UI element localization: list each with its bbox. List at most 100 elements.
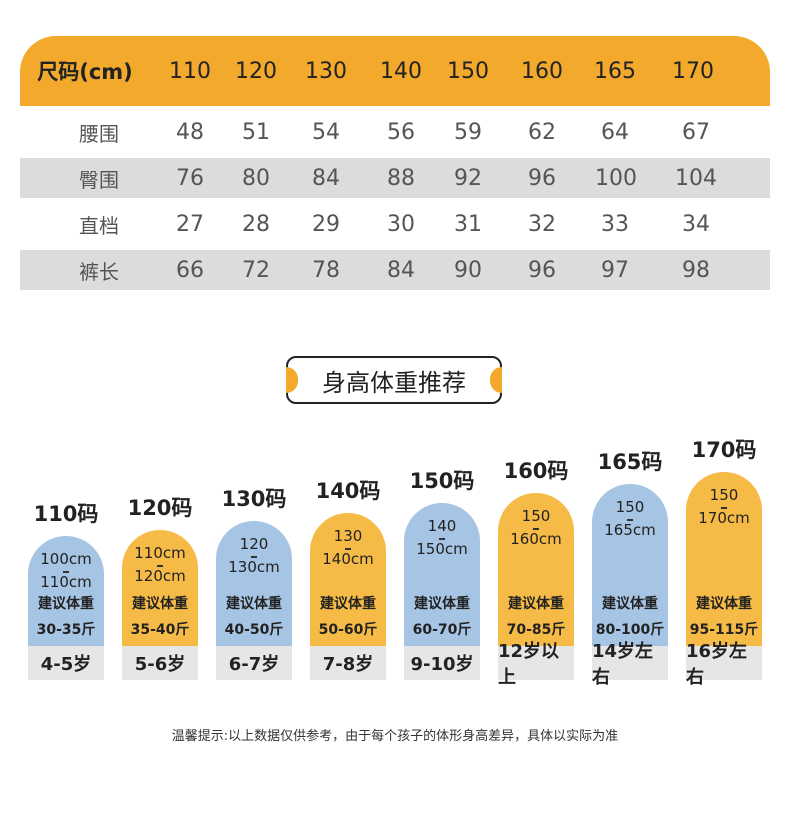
table-cell: 80 [242,165,270,191]
range-dash [63,571,69,573]
table-cell: 62 [528,119,556,145]
table-cell: 92 [454,165,482,191]
header-size: 165 [594,58,636,84]
height-from: 110cm [134,544,186,562]
table-cell: 30 [387,211,415,237]
table-row: 直档 27 28 29 30 31 32 33 34 [20,204,770,244]
table-cell: 56 [387,119,415,145]
table-cell: 76 [176,165,204,191]
table-cell: 34 [682,211,710,237]
table-cell: 88 [387,165,415,191]
weight-label: 建议体重 [226,596,282,612]
table-cell: 90 [454,257,482,283]
height-from: 150 [615,498,645,516]
header-size: 160 [521,58,563,84]
title-right-cap [490,367,502,393]
row-label: 直档 [79,213,119,238]
weight-value: 95-115斤 [689,622,759,638]
table-cell: 84 [387,257,415,283]
weight-value: 30-35斤 [36,622,96,638]
header-size: 140 [380,58,422,84]
weight-label: 建议体重 [38,596,94,612]
range-dash [533,528,539,530]
recommendation-title: 身高体重推荐 [322,368,466,397]
row-label: 裤长 [79,259,119,284]
header-size: 120 [235,58,277,84]
weight-value: 40-50斤 [224,622,284,638]
height-pill: 110cm 120cm 建议体重 35-40斤 [122,530,198,646]
height-to: 140cm [322,550,374,568]
weight-value: 50-60斤 [318,622,378,638]
weight-label: 建议体重 [508,596,564,612]
age-badge: 12岁以上 [498,641,574,688]
table-cell: 98 [682,257,710,283]
weight-label: 建议体重 [696,596,752,612]
recommendation-title-box: 身高体重推荐 [286,356,502,404]
range-dash [251,556,257,558]
title-left-cap [286,367,298,393]
size-table-header: 尺码(cm) 110 120 130 140 150 160 165 170 [20,36,770,106]
header-size: 110 [169,58,211,84]
table-cell: 59 [454,119,482,145]
row-label: 臀围 [79,167,119,192]
table-cell: 66 [176,257,204,283]
table-cell: 78 [312,257,340,283]
table-cell: 84 [312,165,340,191]
height-to: 165cm [604,521,656,539]
size-label: 165码 [597,450,663,474]
height-to: 110cm [40,573,92,591]
table-cell: 72 [242,257,270,283]
table-cell: 28 [242,211,270,237]
table-cell: 96 [528,257,556,283]
height-pill: 130 140cm 建议体重 50-60斤 [310,513,386,646]
age-badge: 9-10岁 [404,646,480,680]
age-badge: 14岁左右 [592,641,668,688]
weight-label: 建议体重 [320,596,376,612]
age-badge: 7-8岁 [310,646,386,680]
header-size: 150 [447,58,489,84]
height-pill: 150 170cm 建议体重 95-115斤 [686,472,762,646]
age-badge: 5-6岁 [122,646,198,680]
height-to: 170cm [698,509,750,527]
header-label: 尺码(cm) [37,60,133,84]
range-dash [439,538,445,540]
size-label: 120码 [127,496,193,520]
height-from: 100cm [40,550,92,568]
header-size: 130 [305,58,347,84]
height-from: 140 [427,517,457,535]
row-label: 腰围 [79,121,119,146]
size-label: 130码 [221,487,287,511]
table-cell: 100 [595,165,637,191]
weight-value: 70-85斤 [506,622,566,638]
table-cell: 48 [176,119,204,145]
height-from: 120 [239,535,269,553]
table-cell: 31 [454,211,482,237]
weight-value: 35-40斤 [130,622,190,638]
table-cell: 64 [601,119,629,145]
table-cell: 104 [675,165,717,191]
table-cell: 54 [312,119,340,145]
table-cell: 29 [312,211,340,237]
header-size: 170 [672,58,714,84]
range-dash [627,519,633,521]
range-dash [345,548,351,550]
table-cell: 27 [176,211,204,237]
age-badge: 16岁左右 [686,641,762,688]
table-cell: 32 [528,211,556,237]
height-to: 130cm [228,558,280,576]
height-from: 150 [709,486,739,504]
height-pill: 150 160cm 建议体重 70-85斤 [498,493,574,646]
table-cell: 67 [682,119,710,145]
height-from: 130 [333,527,363,545]
size-label: 170码 [691,438,757,462]
weight-value: 80-100斤 [595,622,665,638]
height-pill: 140 150cm 建议体重 60-70斤 [404,503,480,646]
height-from: 150 [521,507,551,525]
height-to: 150cm [416,540,468,558]
size-table: 尺码(cm) 110 120 130 140 150 160 165 170 腰… [20,36,770,290]
age-badge: 6-7岁 [216,646,292,680]
table-row: 腰围 48 51 54 56 59 62 64 67 [20,112,770,152]
table-cell: 51 [242,119,270,145]
table-row: 臀围 76 80 84 88 92 96 100 104 [20,158,770,198]
weight-label: 建议体重 [414,596,470,612]
